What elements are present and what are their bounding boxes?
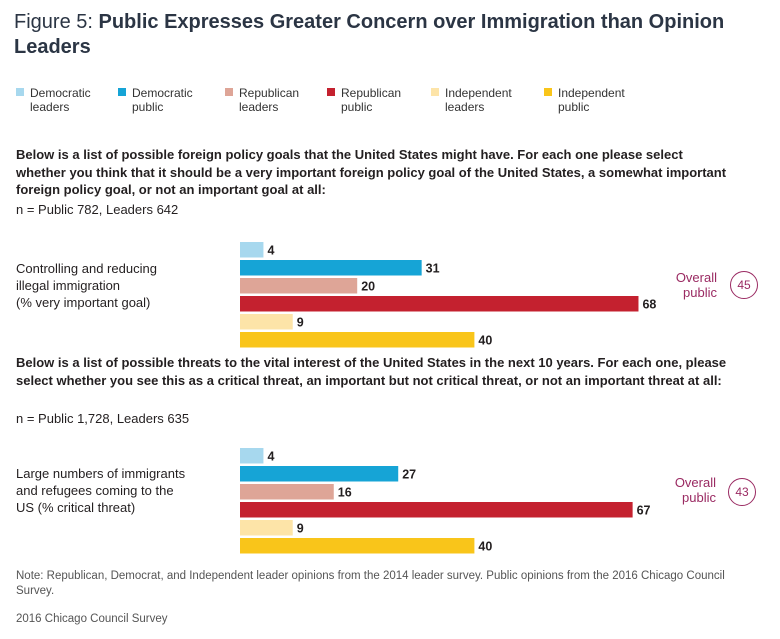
data-label-independent-public: 40: [478, 539, 492, 553]
sample-size-1: n = Public 782, Leaders 642: [16, 202, 179, 217]
footnote: Note: Republican, Democrat, and Independ…: [16, 570, 725, 597]
data-label-independent-public: 40: [478, 333, 492, 347]
data-label-republican-leaders: 20: [361, 279, 375, 293]
bar-democratic-public: [240, 466, 399, 482]
bar-democratic-leaders: [240, 448, 264, 464]
data-label-democratic-public: 27: [402, 467, 416, 481]
legend-swatch: [16, 88, 24, 96]
bar-independent-public: [240, 332, 475, 348]
legend-swatch: [431, 88, 439, 96]
overall-public-label-1: Overall public: [675, 270, 717, 300]
data-label-independent-leaders: 9: [297, 315, 304, 329]
overall-public-value-2: 43: [728, 478, 756, 506]
bar-independent-leaders: [240, 520, 293, 536]
question-2: Below is a list of possible threats to t…: [16, 355, 727, 388]
data-label-republican-public: 67: [637, 503, 651, 517]
bar-republican-leaders: [240, 484, 334, 500]
data-label-democratic-leaders: 4: [267, 243, 274, 257]
legend-swatch: [327, 88, 335, 96]
legend-label: Republican public: [341, 86, 402, 114]
legend-swatch: [544, 88, 552, 96]
chart-title: Figure 5: Public Expresses Greater Conce…: [14, 10, 754, 60]
data-label-republican-leaders: 16: [338, 485, 352, 499]
figure-number: Figure 5:: [14, 11, 93, 33]
source-line: 2016 Chicago Council Survey: [16, 613, 168, 625]
legend-label: Democratic leaders: [30, 86, 91, 114]
legend-label: Independent leaders: [445, 86, 512, 114]
bar-republican-leaders: [240, 278, 358, 294]
row-label-2: Large numbers of immigrants and refugees…: [16, 466, 186, 515]
row-label-1: Controlling and reducing illegal immigra…: [16, 261, 157, 310]
legend-swatch: [225, 88, 233, 96]
legend-label: Republican leaders: [239, 86, 300, 114]
bar-democratic-public: [240, 260, 422, 276]
sample-size-2: n = Public 1,728, Leaders 635: [16, 411, 190, 426]
bar-republican-public: [240, 296, 639, 312]
data-label-independent-leaders: 9: [297, 521, 304, 535]
legend-label: Independent public: [558, 86, 625, 114]
legend-label: Democratic public: [132, 86, 193, 114]
data-label-democratic-leaders: 4: [267, 449, 274, 463]
data-label-democratic-public: 31: [426, 261, 440, 275]
bar-republican-public: [240, 502, 633, 518]
overall-public-label-2: Overall public: [674, 475, 716, 505]
bar-independent-public: [240, 538, 475, 554]
bar-independent-leaders: [240, 314, 293, 330]
data-label-republican-public: 68: [642, 297, 656, 311]
legend-swatch: [118, 88, 126, 96]
question-1: Below is a list of possible foreign poli…: [16, 147, 727, 197]
title-text: Public Expresses Greater Concern over Im…: [14, 11, 725, 58]
overall-public-value-1: 45: [730, 271, 758, 299]
bar-democratic-leaders: [240, 242, 264, 258]
